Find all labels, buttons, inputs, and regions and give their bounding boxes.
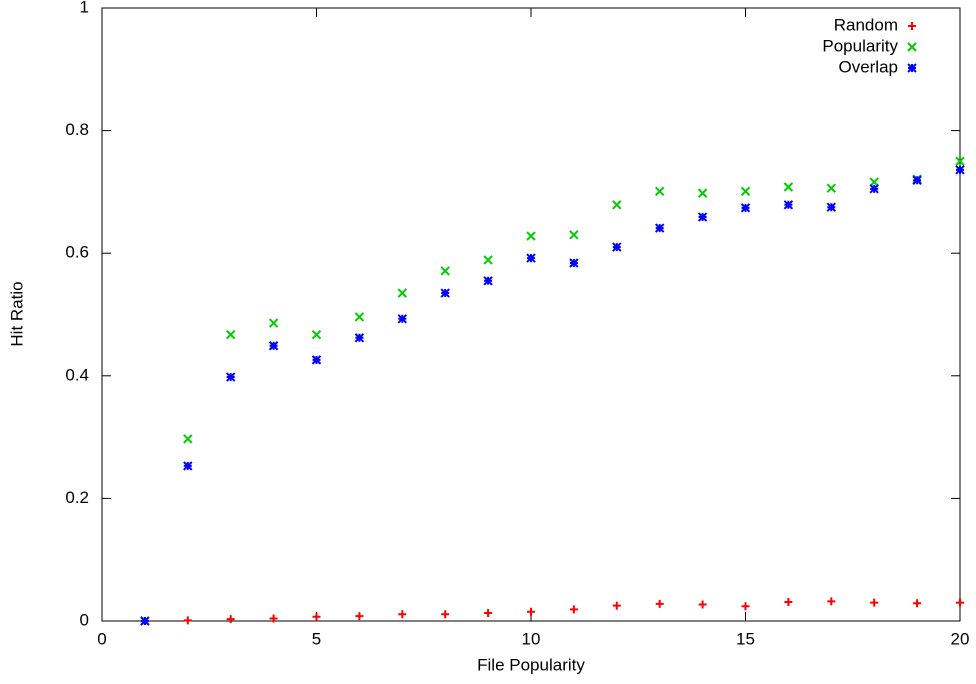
- point: [870, 598, 879, 607]
- point: [783, 182, 794, 192]
- point: [440, 288, 450, 298]
- legend-label: Overlap: [838, 57, 898, 76]
- point: [740, 203, 751, 213]
- point: [183, 461, 193, 471]
- point: [826, 202, 837, 212]
- point: [225, 372, 236, 382]
- legend-marker: [907, 42, 917, 52]
- point: [612, 200, 622, 210]
- point: [183, 434, 193, 444]
- point: [655, 599, 664, 608]
- point: [311, 355, 322, 365]
- point: [783, 200, 794, 210]
- point: [484, 609, 493, 618]
- point: [654, 186, 665, 196]
- point: [955, 156, 965, 166]
- legend-marker: [907, 63, 917, 73]
- y-tick-label: 0: [80, 610, 89, 629]
- point: [483, 276, 493, 286]
- point: [826, 183, 837, 193]
- point: [483, 255, 493, 265]
- point: [569, 230, 579, 240]
- point: [827, 597, 836, 606]
- legend-marker: [908, 22, 916, 30]
- point: [697, 188, 708, 198]
- x-tick-label: 5: [312, 629, 321, 648]
- point: [397, 314, 408, 324]
- point: [741, 602, 750, 611]
- point: [354, 333, 365, 343]
- point: [269, 614, 278, 623]
- point: [956, 598, 964, 607]
- y-axis-label: Hit Ratio: [7, 281, 26, 346]
- legend-label: Popularity: [822, 36, 898, 55]
- y-tick-label: 0.4: [65, 365, 89, 384]
- x-tick-label: 20: [951, 629, 970, 648]
- point: [784, 597, 793, 606]
- point: [440, 266, 450, 276]
- point: [225, 330, 236, 340]
- x-tick-label: 0: [97, 629, 106, 648]
- point: [526, 231, 536, 241]
- y-tick-label: 0.6: [65, 243, 89, 262]
- plot-border: [101, 7, 961, 622]
- point: [955, 165, 965, 175]
- point: [140, 616, 150, 626]
- point: [441, 610, 450, 619]
- point: [569, 605, 578, 614]
- legend-label: Random: [834, 15, 898, 34]
- point: [355, 612, 364, 621]
- point: [612, 601, 621, 610]
- point: [912, 175, 922, 185]
- point: [183, 616, 192, 625]
- y-tick-label: 0.8: [65, 120, 89, 139]
- point: [697, 212, 708, 222]
- point: [354, 312, 365, 322]
- y-tick-label: 1: [80, 0, 89, 16]
- point: [612, 242, 622, 252]
- point: [398, 610, 407, 619]
- point: [527, 607, 535, 616]
- point: [268, 318, 279, 328]
- point: [226, 615, 235, 624]
- point: [312, 612, 321, 621]
- point: [268, 341, 279, 351]
- x-axis-label: File Popularity: [477, 655, 585, 674]
- point: [913, 599, 922, 608]
- point: [526, 253, 536, 263]
- point: [869, 184, 879, 194]
- y-tick-label: 0.2: [65, 488, 89, 507]
- point: [311, 330, 322, 340]
- point: [397, 288, 408, 298]
- point: [569, 258, 579, 268]
- x-tick-label: 15: [736, 629, 755, 648]
- x-tick-label: 10: [522, 629, 541, 648]
- point: [654, 223, 665, 233]
- point: [740, 186, 751, 196]
- point: [698, 600, 707, 609]
